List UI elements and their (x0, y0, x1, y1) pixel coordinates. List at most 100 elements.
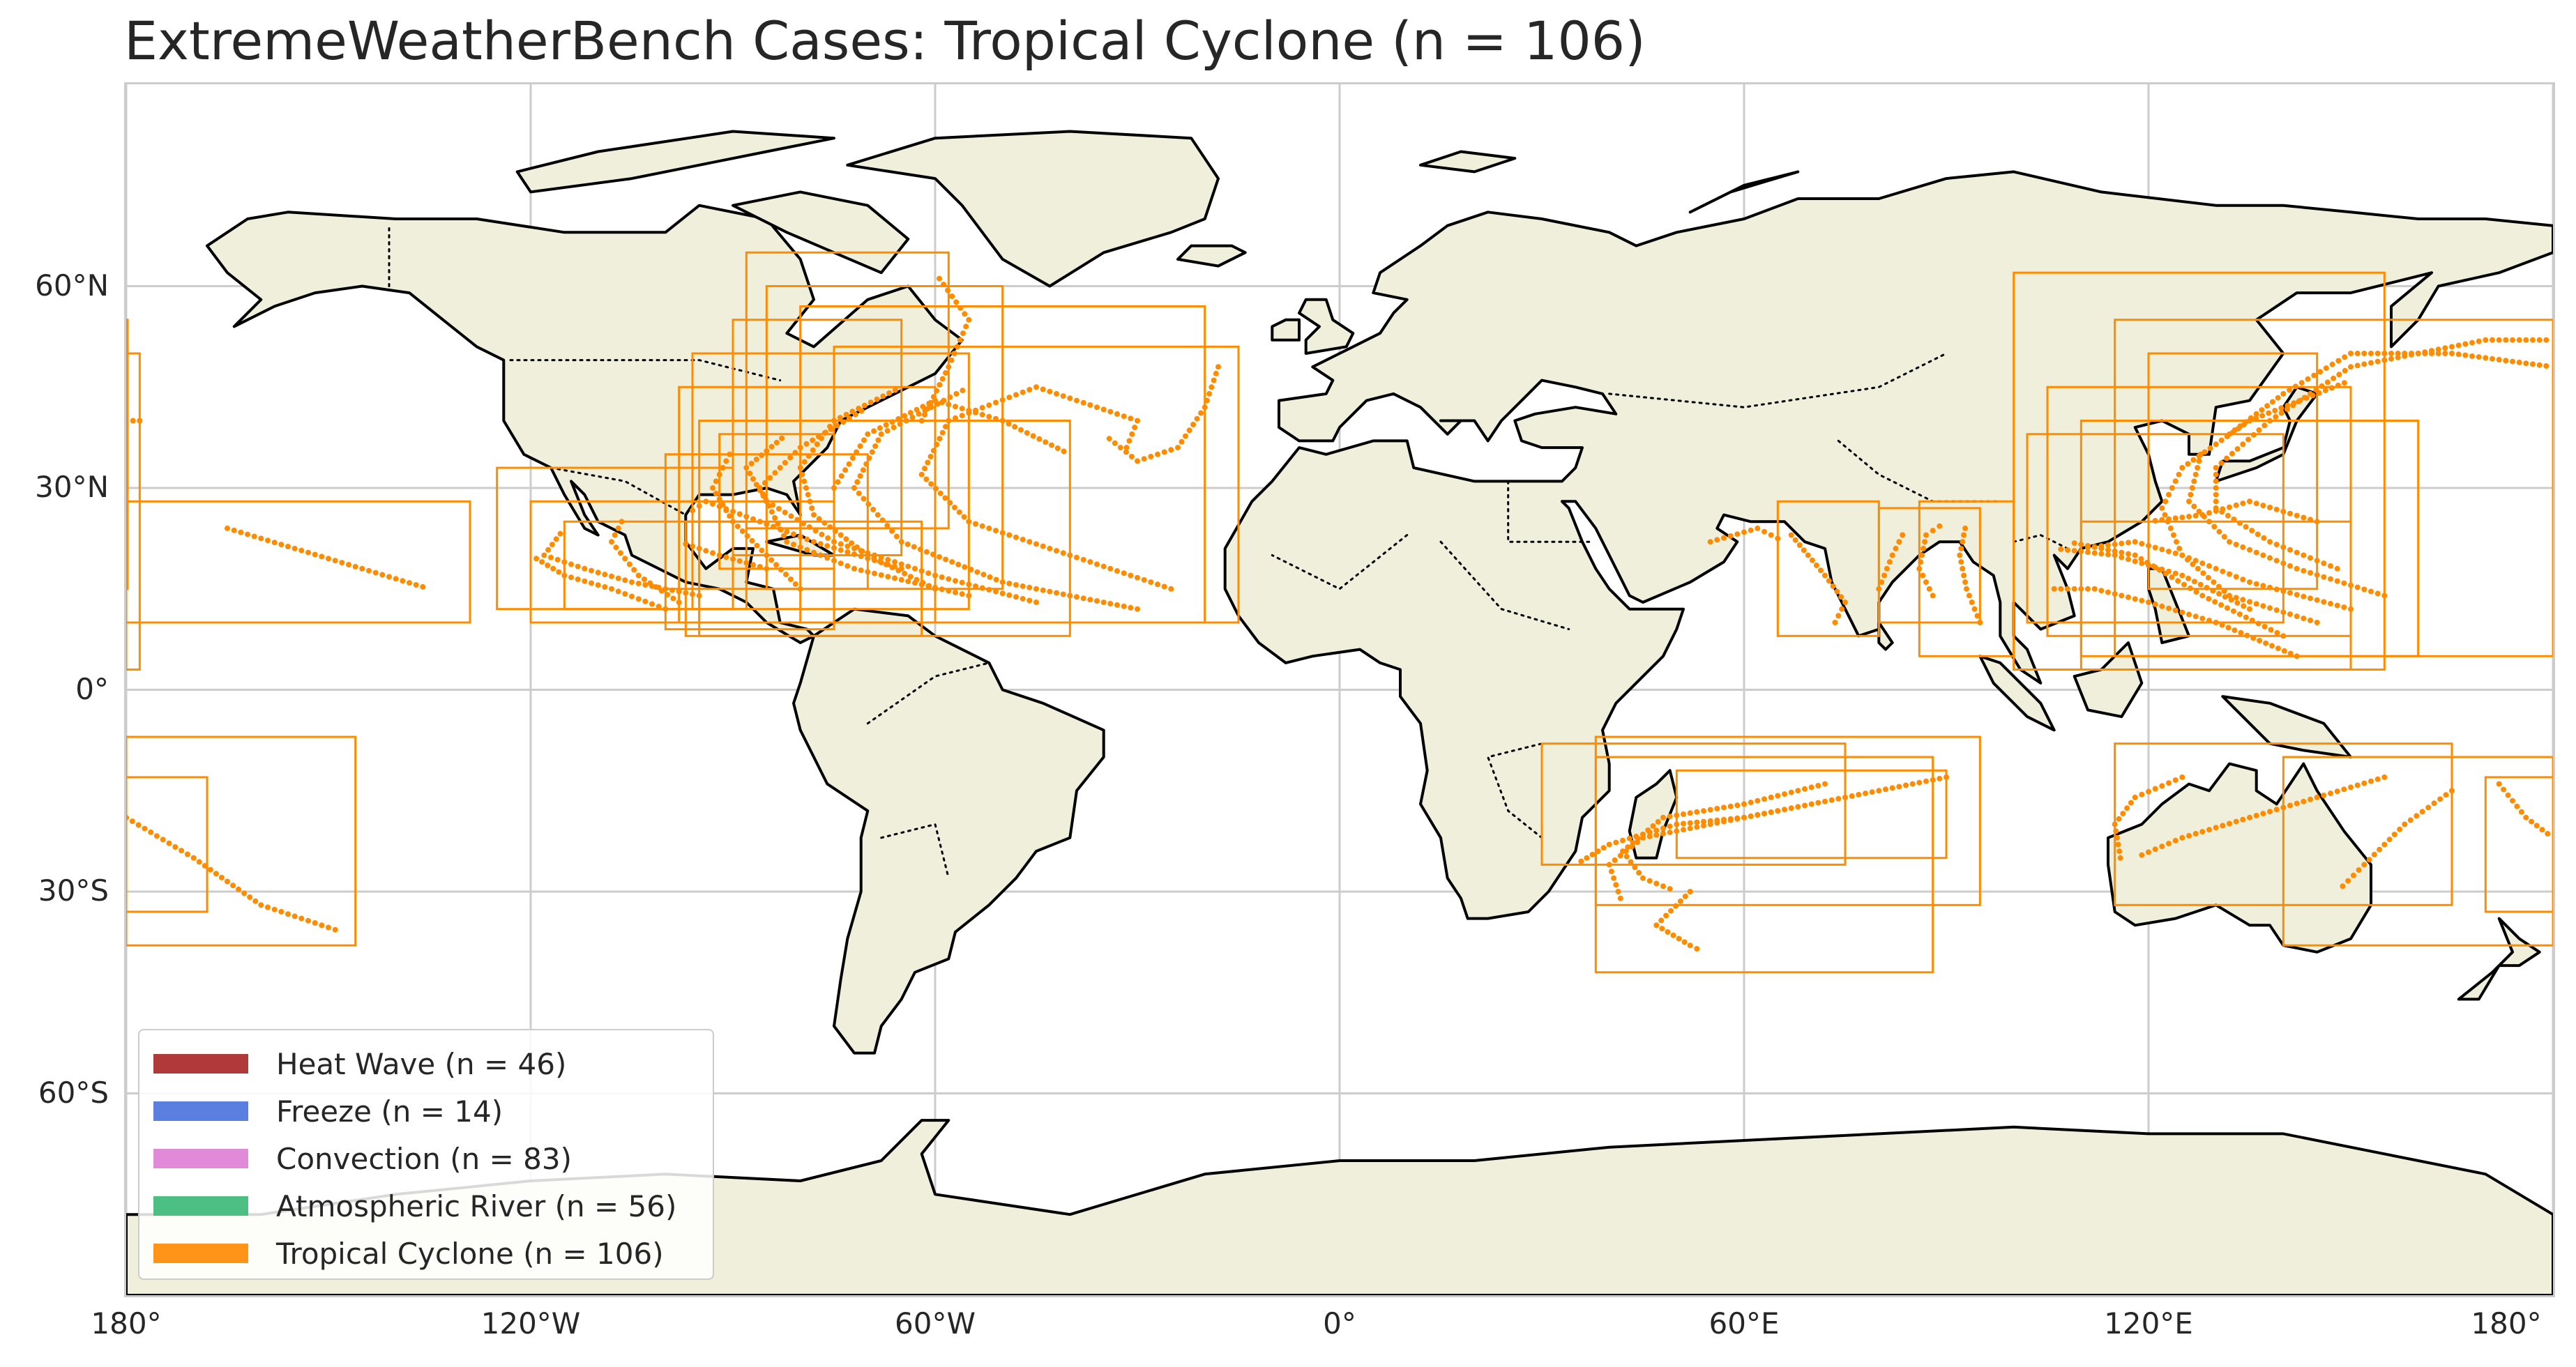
track-point (902, 413, 908, 419)
track-point (2371, 851, 2377, 857)
track-point (539, 559, 545, 565)
track-point (2321, 574, 2327, 580)
track-point (797, 445, 803, 451)
track-point (2273, 807, 2280, 813)
track-point (1755, 812, 1761, 818)
track-point (2199, 829, 2206, 835)
track-point (556, 569, 562, 575)
track-point (602, 584, 608, 590)
track-point (2166, 605, 2172, 611)
track-point (941, 282, 947, 288)
track-point (727, 451, 733, 457)
track-point (2078, 542, 2084, 548)
track-point (339, 560, 345, 566)
track-point (2240, 501, 2246, 507)
track-point (696, 593, 702, 599)
legend-item-tropical-cyclone: Tropical Cyclone (n = 106) (153, 1230, 699, 1277)
track-point (2322, 388, 2328, 394)
track-point (2206, 519, 2212, 525)
track-point (838, 547, 844, 553)
track-point (2267, 505, 2273, 510)
track-point (2429, 351, 2434, 356)
track-point (245, 531, 250, 537)
track-point (763, 497, 769, 503)
track-point (2233, 574, 2239, 580)
track-point (1026, 539, 1033, 545)
case-box (2079, 520, 2352, 671)
track-point (2225, 512, 2231, 519)
track-point (743, 514, 750, 519)
track-point (2368, 360, 2374, 366)
track-point (2287, 563, 2293, 569)
track-point (2139, 560, 2145, 567)
track-point (852, 411, 858, 418)
track-point (2334, 788, 2340, 795)
track-point (2314, 620, 2320, 625)
track-point (2098, 551, 2105, 557)
track-point (541, 552, 547, 558)
track-point (1694, 819, 1700, 825)
track-point (2091, 550, 2098, 556)
track-point (2113, 828, 2119, 834)
track-point (750, 516, 756, 522)
track-point (2240, 441, 2246, 448)
track-point (2159, 566, 2165, 572)
track-point (828, 426, 834, 432)
track-point (2294, 592, 2300, 598)
track-point (947, 500, 953, 506)
track-point (2533, 823, 2540, 829)
track-point (2308, 517, 2313, 523)
track-point (271, 906, 278, 912)
track-point (549, 542, 555, 548)
track-point (893, 533, 900, 540)
track-point (904, 541, 911, 547)
track-point (1135, 458, 1140, 464)
track-point (2126, 556, 2131, 563)
track-point (2402, 351, 2408, 356)
track-point (866, 455, 872, 461)
track-point (2443, 792, 2449, 798)
track-point (923, 476, 930, 482)
track-point (723, 458, 729, 464)
world-map[interactable] (126, 84, 2553, 1295)
track-point (993, 576, 999, 583)
track-point (1061, 448, 1067, 455)
track-point (821, 520, 828, 526)
track-point (2065, 547, 2070, 553)
track-point (1168, 586, 1174, 592)
track-point (1155, 451, 1160, 457)
track-point (1863, 791, 1868, 797)
track-point (1909, 781, 1916, 787)
track-point (1006, 592, 1013, 598)
track-point (889, 528, 895, 534)
track-point (2374, 351, 2381, 356)
track-point (954, 344, 960, 350)
track-point (710, 550, 715, 556)
track-point (812, 528, 819, 534)
track-point (1132, 425, 1138, 431)
track-point (1707, 539, 1713, 545)
track-point (730, 508, 736, 514)
track-point (2179, 834, 2185, 841)
track-point (2287, 590, 2293, 596)
track-point (773, 562, 780, 568)
track-point (407, 580, 412, 586)
track-point (2516, 337, 2522, 343)
track-point (1128, 604, 1134, 611)
track-point (2503, 358, 2509, 364)
track-point (2334, 578, 2340, 584)
track-point (1640, 875, 1646, 881)
track-point (1204, 397, 1210, 404)
track-point (2348, 784, 2354, 791)
track-point (2166, 841, 2172, 847)
track-point (1589, 851, 1596, 857)
track-point (831, 418, 837, 424)
track-point (2152, 846, 2158, 853)
track-point (835, 479, 841, 485)
x-tick-label: 0° (1323, 1306, 1356, 1341)
cyclone-track (2071, 540, 2287, 639)
track-point (649, 601, 655, 607)
track-point (851, 545, 857, 551)
track-point (2249, 618, 2255, 623)
track-point (2132, 539, 2138, 545)
